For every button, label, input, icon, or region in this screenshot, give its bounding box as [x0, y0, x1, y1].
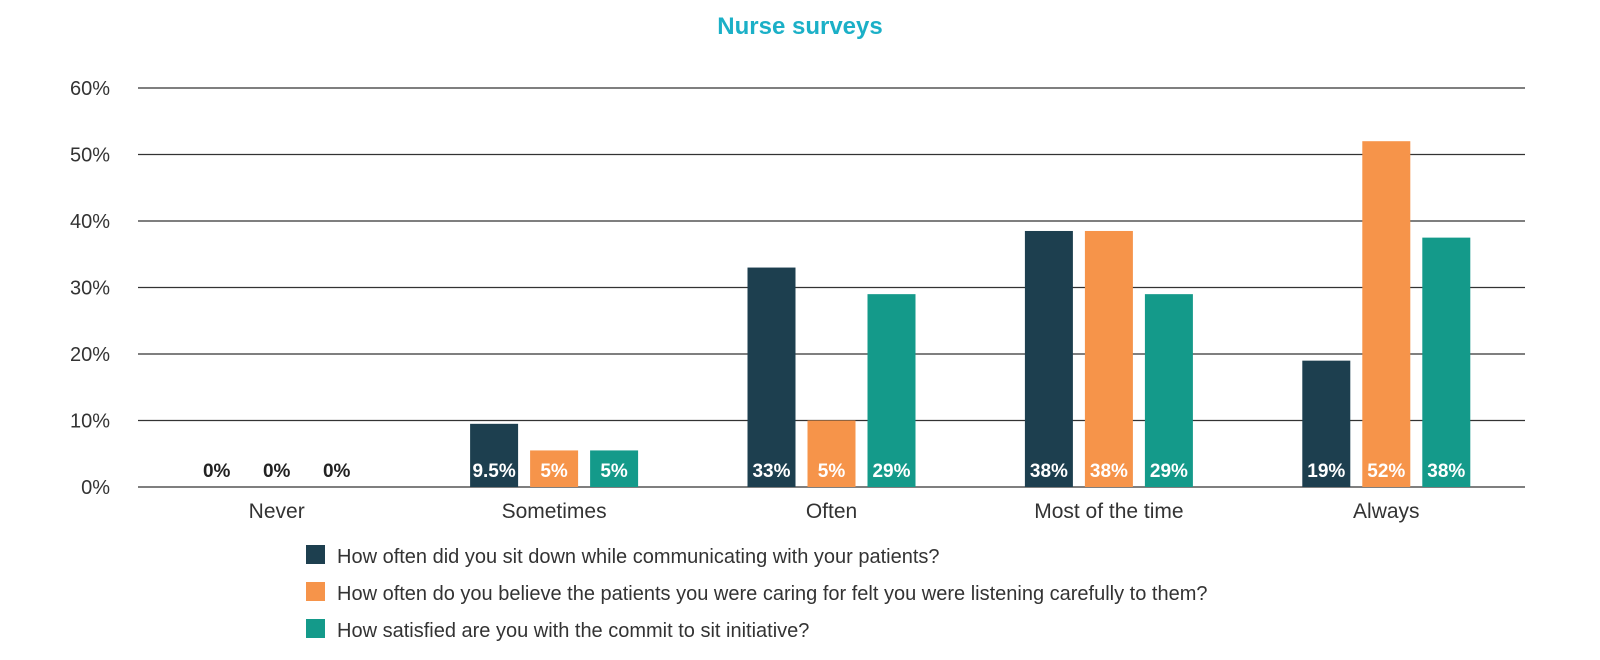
data-label: 29%	[872, 461, 910, 482]
data-label: 9.5%	[472, 461, 515, 482]
chart-title: Nurse surveys	[717, 13, 882, 40]
data-label: 33%	[752, 461, 790, 482]
bar	[807, 420, 856, 487]
data-label: 38%	[1090, 461, 1128, 482]
legend-item: How often did you sit down while communi…	[306, 545, 940, 568]
y-axis-tick-labels: 0% 10% 20% 30% 40% 50% 60%	[70, 78, 110, 499]
legend-item: How satisfied are you with the commit to…	[306, 619, 809, 642]
y-tick-label: 10%	[70, 411, 110, 433]
bar	[1422, 237, 1471, 487]
data-label: 38%	[1427, 461, 1465, 482]
x-axis-tick-labels: Never Sometimes Often Most of the time Alway…	[249, 500, 1420, 523]
bar	[530, 450, 579, 487]
legend-swatch	[306, 619, 325, 638]
bar	[1084, 230, 1133, 487]
x-tick-label: Sometimes	[502, 500, 607, 523]
bar	[1302, 360, 1351, 487]
legend-swatch	[306, 582, 325, 601]
bar	[470, 423, 519, 487]
data-label: 0%	[323, 461, 351, 482]
legend: How often did you sit down while communi…	[306, 545, 1207, 642]
data-label: 52%	[1367, 461, 1405, 482]
legend-label: How often did you sit down while communi…	[337, 546, 940, 568]
data-label: 19%	[1307, 461, 1345, 482]
legend-item: How often do you believe the patients yo…	[306, 582, 1207, 605]
x-tick-label: Never	[249, 500, 305, 523]
bar	[1362, 141, 1411, 487]
gridlines	[138, 87, 1525, 488]
data-label: 5%	[540, 461, 568, 482]
legend-label: How often do you believe the patients yo…	[337, 583, 1207, 605]
x-tick-label: Often	[806, 500, 857, 523]
bars	[470, 141, 1471, 487]
bar	[590, 450, 639, 487]
y-tick-label: 20%	[70, 344, 110, 366]
y-tick-label: 0%	[81, 477, 110, 499]
x-tick-label: Always	[1353, 500, 1420, 523]
bar	[1144, 294, 1193, 487]
bar	[867, 294, 916, 487]
y-tick-label: 40%	[70, 211, 110, 233]
data-label: 38%	[1030, 461, 1068, 482]
y-tick-label: 50%	[70, 145, 110, 167]
bar	[1024, 230, 1073, 487]
data-label: 5%	[600, 461, 628, 482]
x-tick-label: Most of the time	[1034, 500, 1183, 523]
y-tick-label: 30%	[70, 278, 110, 300]
data-label: 0%	[203, 461, 231, 482]
data-labels: 0% 0% 0% 9.5% 5% 5% 33% 5% 29% 38% 38% 29% 19% 52% 38%	[203, 461, 1465, 482]
legend-swatch	[306, 545, 325, 564]
data-label: 29%	[1150, 461, 1188, 482]
data-label: 0%	[263, 461, 291, 482]
data-label: 5%	[818, 461, 846, 482]
legend-label: How satisfied are you with the commit to…	[337, 620, 809, 642]
y-tick-label: 60%	[70, 78, 110, 100]
bar	[747, 267, 796, 487]
